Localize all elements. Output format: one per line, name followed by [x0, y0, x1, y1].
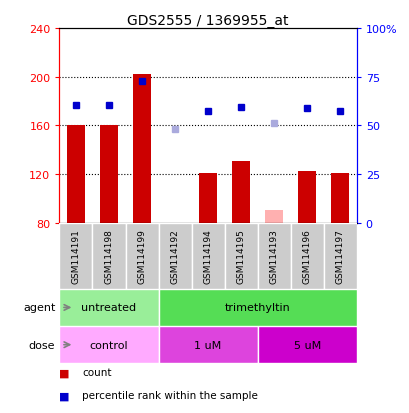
Text: ■: ■ [59, 368, 70, 377]
Bar [92, 223, 125, 289]
Bar [330, 173, 348, 223]
Text: trimethyltin: trimethyltin [224, 303, 290, 313]
Bar [158, 223, 191, 289]
Bar [59, 289, 158, 326]
Bar [323, 223, 356, 289]
Bar [224, 223, 257, 289]
Text: dose: dose [29, 340, 55, 350]
Text: GSM114196: GSM114196 [302, 229, 311, 283]
Text: GSM114192: GSM114192 [170, 229, 179, 283]
Bar [67, 126, 85, 223]
Text: GSM114197: GSM114197 [335, 229, 344, 283]
Text: agent: agent [23, 303, 55, 313]
Bar [125, 223, 158, 289]
Text: GSM114195: GSM114195 [236, 229, 245, 283]
Bar [297, 172, 315, 223]
Text: count: count [82, 368, 111, 377]
Text: 5 uM: 5 uM [293, 340, 320, 350]
Title: GDS2555 / 1369955_at: GDS2555 / 1369955_at [127, 14, 288, 28]
Bar [158, 326, 257, 363]
Text: GSM114199: GSM114199 [137, 229, 146, 283]
Text: GSM114191: GSM114191 [71, 229, 80, 283]
Text: ■: ■ [59, 390, 70, 400]
Text: control: control [90, 340, 128, 350]
Bar [158, 289, 356, 326]
Bar [133, 75, 151, 223]
Bar [257, 326, 356, 363]
Text: percentile rank within the sample: percentile rank within the sample [82, 390, 257, 400]
Text: GSM114194: GSM114194 [203, 229, 212, 283]
Bar [100, 126, 118, 223]
Bar [198, 173, 217, 223]
Bar [257, 223, 290, 289]
Bar [191, 223, 224, 289]
Text: GSM114193: GSM114193 [269, 229, 278, 283]
Text: GSM114198: GSM114198 [104, 229, 113, 283]
Bar [59, 326, 158, 363]
Text: untreated: untreated [81, 303, 136, 313]
Bar [264, 211, 283, 223]
Text: 1 uM: 1 uM [194, 340, 221, 350]
Bar [59, 223, 92, 289]
Bar [231, 161, 249, 223]
Bar [290, 223, 323, 289]
